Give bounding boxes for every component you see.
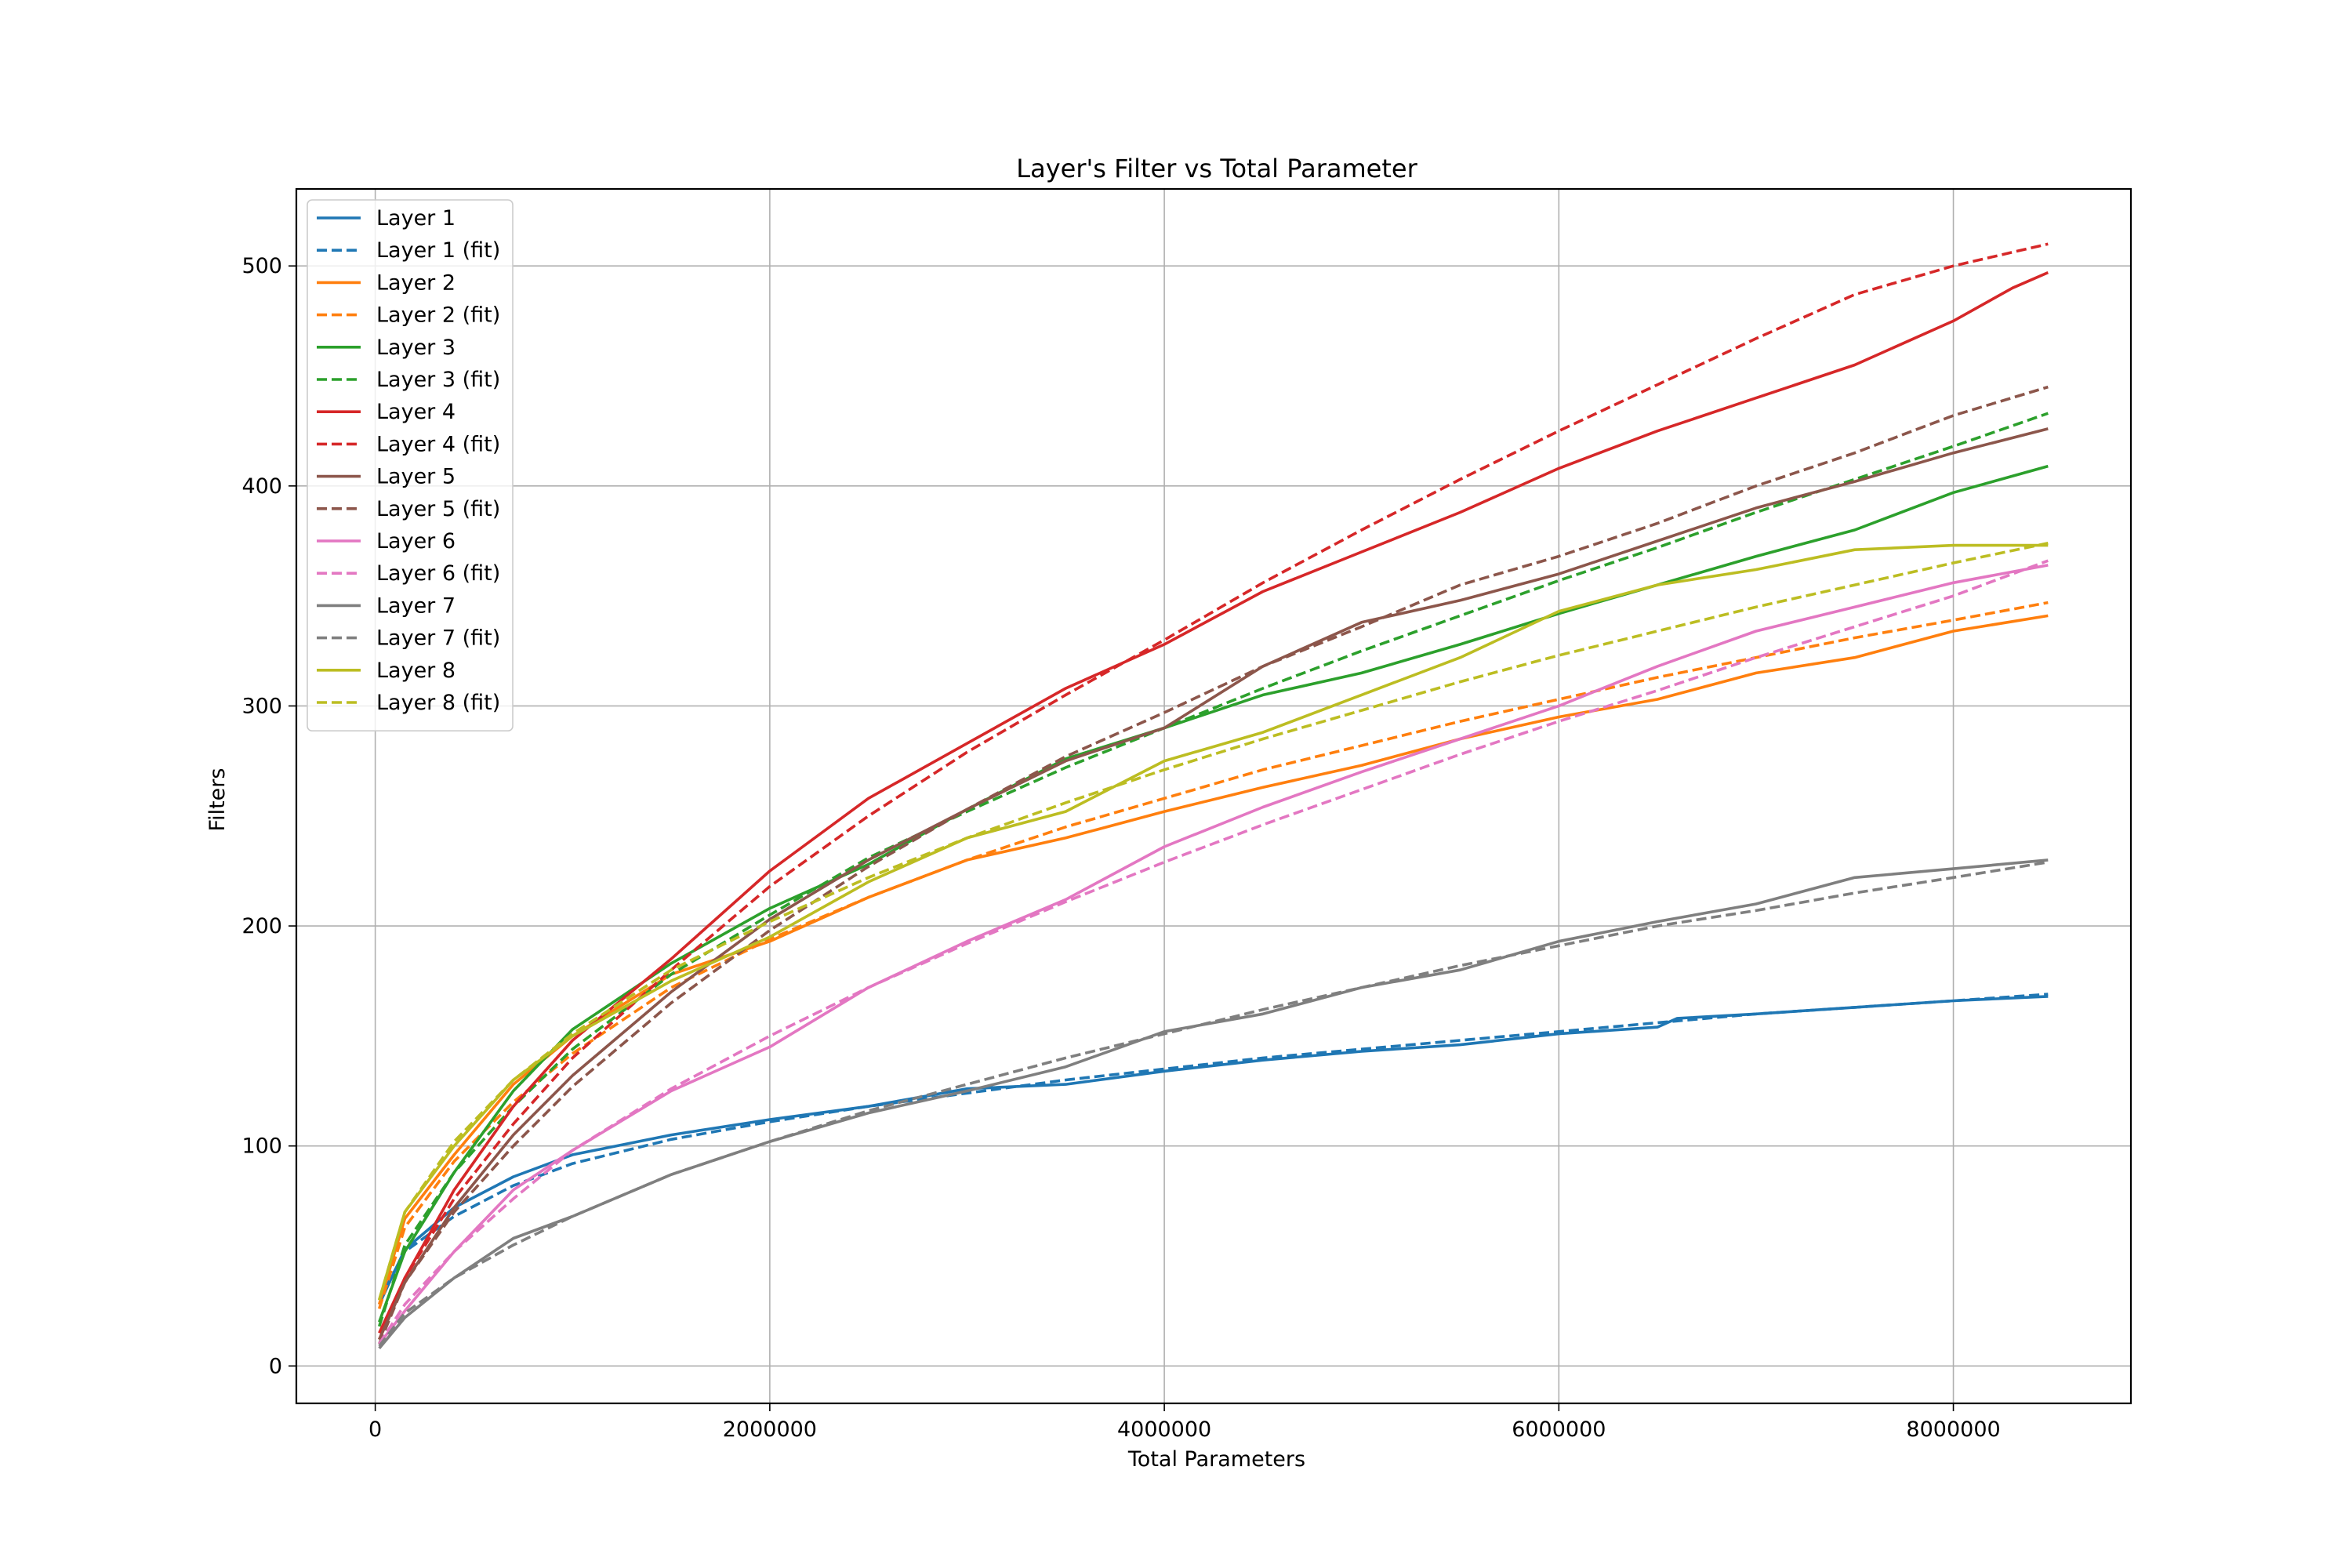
y-tick-label: 100 xyxy=(241,1134,282,1159)
y-axis-label: Filters xyxy=(205,768,230,832)
series-line-layer-7 xyxy=(378,858,2049,1349)
series-line-layer-2-fit xyxy=(377,601,2049,1309)
y-tick-label: 500 xyxy=(241,254,282,278)
series-line-layer-8-fit xyxy=(377,542,2049,1301)
legend: Layer 1 Layer 1 (fit) Layer 2 Layer 2 (fit)… xyxy=(307,199,514,732)
series-line-layer-5 xyxy=(378,427,2049,1341)
x-axis-label: Total Parameters xyxy=(1127,1447,1305,1472)
series-line-layer-1 xyxy=(378,995,2049,1305)
legend-label: Layer 3 (fit) xyxy=(376,368,500,392)
grid xyxy=(296,189,2131,1403)
series-line-layer-5-fit xyxy=(378,385,2049,1345)
y-tick-label: 200 xyxy=(241,914,282,938)
series-line-layer-4 xyxy=(378,270,2049,1334)
legend-label: Layer 2 xyxy=(376,270,456,295)
legend-label: Layer 2 (fit) xyxy=(376,303,500,328)
legend-label: Layer 8 (fit) xyxy=(376,691,500,715)
x-tick-label: 6000000 xyxy=(1512,1417,1606,1442)
y-tick-label: 400 xyxy=(241,474,282,499)
series-line-layer-4-fit xyxy=(378,242,2049,1341)
x-tick-label: 2000000 xyxy=(723,1417,817,1442)
series-line-layer-2 xyxy=(377,614,2049,1305)
legend-label: Layer 4 xyxy=(376,400,456,424)
y-tick-label: 300 xyxy=(241,694,282,718)
legend-box xyxy=(307,199,514,732)
series-line-layer-7-fit xyxy=(378,860,2049,1348)
legend-label: Layer 5 xyxy=(376,465,456,489)
legend-label: Layer 6 xyxy=(376,529,456,554)
legend-label: Layer 1 (fit) xyxy=(376,238,500,263)
plot-frame xyxy=(295,187,2132,1405)
y-axis-ticks: 0 100 200 300 400 500 xyxy=(241,254,296,1378)
legend-label: Layer 1 xyxy=(376,206,456,230)
legend-label: Layer 8 xyxy=(376,659,456,683)
y-tick-label: 0 xyxy=(269,1354,282,1378)
x-axis-ticks: 0 2000000 4000000 6000000 8000000 xyxy=(368,1403,2001,1442)
series-line-layer-6 xyxy=(378,564,2049,1345)
x-tick-label: 4000000 xyxy=(1117,1417,1211,1442)
x-tick-label: 0 xyxy=(368,1417,382,1442)
series-line-layer-6-fit xyxy=(378,559,2049,1345)
legend-label: Layer 4 (fit) xyxy=(376,432,500,456)
chart-title: Layer's Filter vs Total Parameter xyxy=(1016,154,1417,183)
legend-label: Layer 7 (fit) xyxy=(376,626,500,651)
legend-label: Layer 7 xyxy=(376,593,456,618)
series-line-layer-1-fit xyxy=(378,993,2049,1301)
legend-label: Layer 3 xyxy=(376,336,456,360)
legend-label: Layer 5 (fit) xyxy=(376,497,500,521)
series-layer xyxy=(377,242,2049,1349)
legend-label: Layer 6 (fit) xyxy=(376,561,500,586)
x-tick-label: 8000000 xyxy=(1906,1417,2000,1442)
